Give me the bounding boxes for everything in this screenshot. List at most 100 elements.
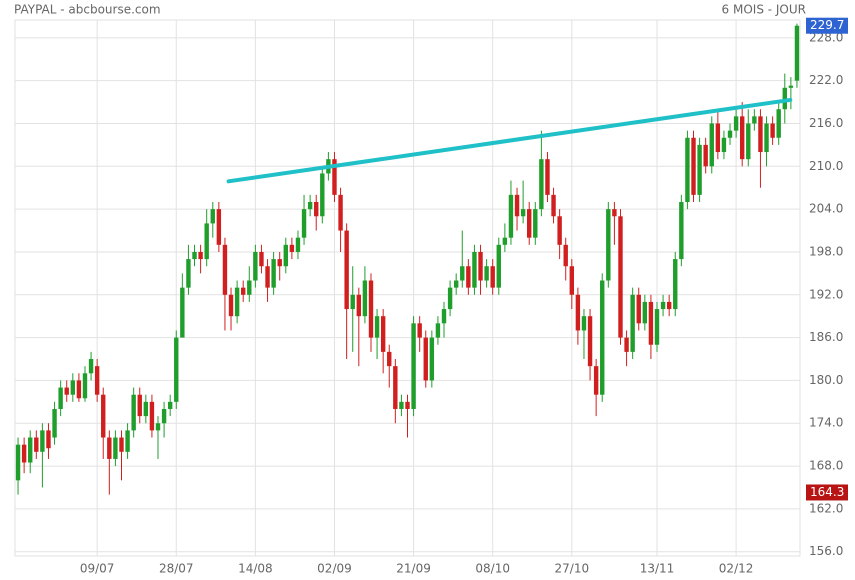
y-tick-label: 198.0	[809, 244, 843, 258]
candle-body	[210, 209, 215, 224]
candle-body	[752, 116, 757, 124]
y-tick-label: 210.0	[809, 159, 843, 173]
candle-body	[715, 123, 721, 153]
candle-body	[143, 401, 149, 417]
candle-body	[685, 137, 690, 202]
candle-body	[666, 301, 672, 310]
candle-body	[557, 216, 562, 245]
candle-body	[167, 401, 173, 409]
candle-body	[228, 294, 234, 317]
price-marker-label: 164.3	[810, 485, 844, 499]
x-tick-label: 08/10	[475, 562, 510, 576]
y-tick-label: 216.0	[809, 116, 843, 130]
candle-body	[636, 294, 641, 324]
candle-body	[733, 116, 739, 131]
candle-body	[551, 194, 556, 217]
candle-body	[76, 380, 82, 399]
candle-body	[520, 209, 526, 217]
candle-body	[58, 387, 63, 409]
candle-body	[82, 373, 88, 399]
candle-body	[277, 259, 282, 267]
candle-body	[575, 294, 581, 331]
price-marker	[806, 484, 848, 501]
candle-body	[344, 230, 349, 310]
candle-body	[460, 266, 465, 281]
plot-frame	[14, 19, 801, 557]
y-tick-label: 222.0	[809, 73, 843, 87]
x-tick-label: 14/08	[238, 562, 273, 576]
candle-body	[593, 366, 599, 395]
candle-body	[709, 123, 714, 167]
candle-body	[374, 316, 380, 338]
candle-body	[545, 159, 550, 195]
candle-body	[441, 309, 447, 324]
candle-body	[539, 159, 544, 210]
candle-body	[508, 194, 514, 238]
candle-body	[64, 387, 69, 395]
candle-body	[697, 144, 702, 195]
candle-body	[174, 337, 179, 402]
candle-body	[612, 209, 617, 217]
candle-body	[758, 116, 763, 153]
candle-body	[52, 408, 57, 438]
candle-body	[435, 323, 441, 338]
candle-body	[198, 251, 203, 260]
candle-body	[137, 394, 142, 417]
y-tick-label: 174.0	[809, 416, 843, 430]
candle-body	[587, 316, 593, 367]
candle-body	[794, 25, 800, 81]
x-tick-label: 28/07	[159, 562, 194, 576]
candle-body	[332, 159, 337, 195]
y-tick-label: 162.0	[809, 501, 843, 515]
candle-body	[399, 401, 404, 409]
candle-body	[721, 137, 727, 153]
candle-body	[320, 173, 325, 217]
candle-body	[417, 323, 422, 338]
candle-body	[119, 437, 124, 452]
candle-body	[161, 408, 167, 424]
candle-body	[94, 366, 100, 395]
candle-body	[496, 244, 501, 288]
candle-body	[429, 337, 435, 381]
candle-body	[654, 309, 660, 345]
candle-body	[234, 287, 240, 317]
trendline	[226, 97, 793, 184]
candle-body	[368, 280, 374, 338]
candle-body	[204, 223, 209, 260]
candle-body	[265, 266, 270, 288]
candle-body	[618, 216, 623, 338]
candle-body	[624, 337, 629, 352]
candle-body	[40, 430, 45, 452]
candle-body	[283, 244, 288, 267]
x-tick-label: 02/09	[317, 562, 352, 576]
chart-subtitle: 6 MOIS - JOUR	[722, 3, 806, 17]
x-tick-label: 21/09	[396, 562, 431, 576]
x-tick-label: 09/07	[80, 562, 115, 576]
candle-body	[338, 194, 343, 231]
candle-body	[533, 209, 538, 238]
y-tick-label: 168.0	[809, 459, 843, 473]
candle-body	[350, 294, 355, 310]
candle-body	[764, 123, 769, 153]
y-tick-label: 192.0	[809, 287, 843, 301]
candle-body	[295, 237, 301, 252]
candle-body	[180, 287, 185, 338]
candle-body	[673, 259, 678, 310]
candle-body	[314, 201, 319, 217]
candle-body	[362, 280, 368, 317]
candle-body	[271, 259, 276, 288]
candle-body	[253, 251, 258, 281]
candle-body	[788, 85, 794, 88]
candle-body	[776, 109, 781, 138]
price-marker-label: 229.7	[810, 18, 844, 32]
candle-body	[679, 201, 684, 260]
candle-body	[453, 280, 459, 288]
candle-body	[240, 287, 246, 295]
x-tick-label: 02/12	[719, 562, 754, 576]
candle-body	[46, 430, 51, 449]
candle-body	[289, 244, 295, 252]
candle-body	[34, 437, 39, 452]
candle-body	[393, 366, 398, 409]
candle-body	[307, 201, 313, 210]
candle-body	[447, 287, 453, 310]
